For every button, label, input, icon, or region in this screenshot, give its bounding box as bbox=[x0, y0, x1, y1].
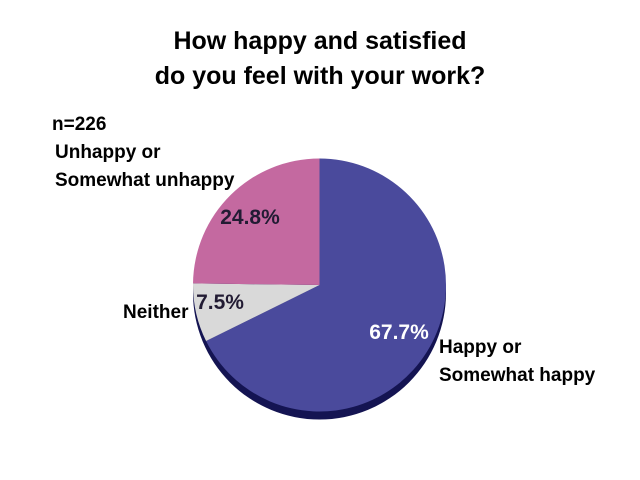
svg-text:24.8%: 24.8% bbox=[220, 206, 280, 229]
svg-text:67.7%: 67.7% bbox=[369, 321, 429, 344]
svg-text:7.5%: 7.5% bbox=[196, 291, 244, 314]
